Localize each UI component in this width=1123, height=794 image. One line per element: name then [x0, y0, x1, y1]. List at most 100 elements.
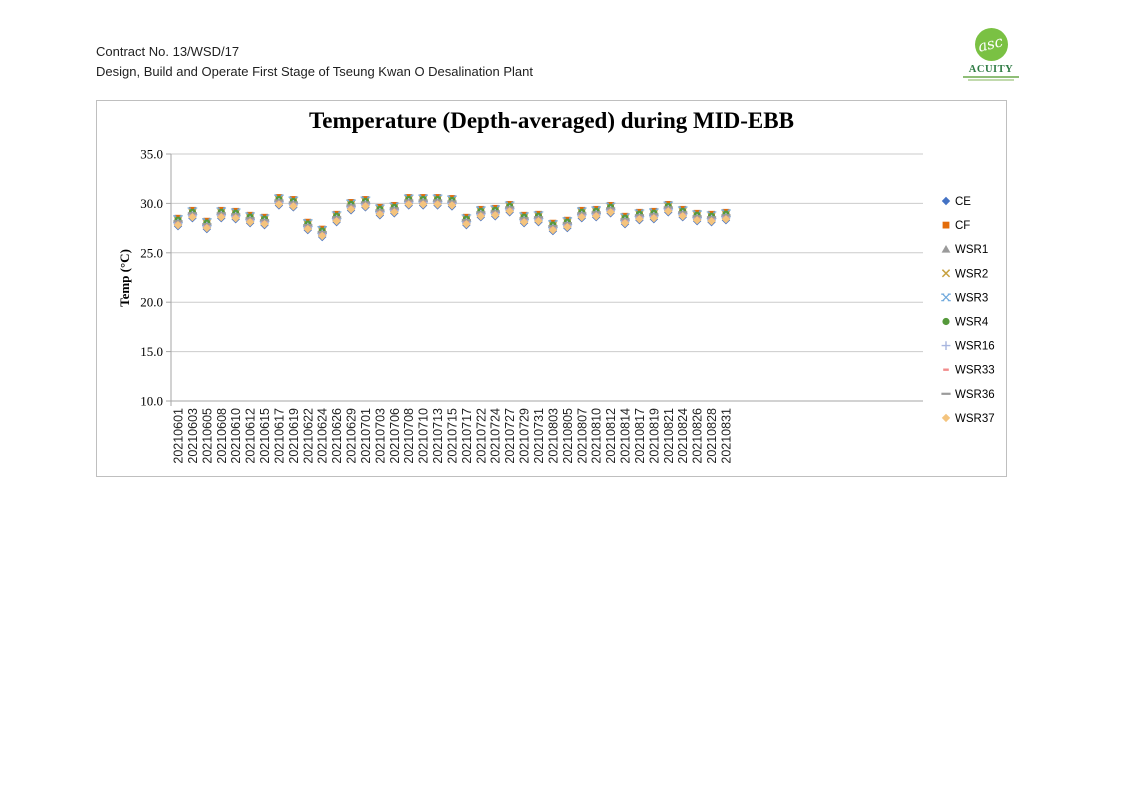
x-tick-label: 20210624 [316, 408, 330, 464]
legend-label: WSR4 [955, 317, 989, 329]
x-tick-label: 20210626 [330, 408, 344, 464]
x-tick-label: 20210629 [345, 408, 359, 464]
data-point-x-serif [941, 293, 951, 302]
x-tick-label: 20210615 [258, 408, 272, 464]
plot-area: 10.0 15.0 20.0 25.0 30.0 35.0 20210601 20210603… [140, 147, 995, 464]
logo-monogram: asc [976, 32, 1006, 56]
x-tick-label: 20210619 [287, 408, 301, 464]
data-point-diamond [941, 196, 951, 206]
x-tick-label: 20210601 [172, 408, 186, 464]
acuity-logo: asc ACUITY [958, 28, 1024, 81]
x-tick-label: 20210617 [272, 408, 286, 464]
x-tick-label: 20210727 [503, 408, 517, 464]
data-point-diamond [289, 202, 298, 211]
legend-label: CE [955, 196, 971, 208]
legend-label: WSR36 [955, 389, 995, 401]
x-tick-label: 20210713 [431, 408, 445, 464]
legend-label: WSR2 [955, 268, 988, 280]
data-point-diamond [491, 211, 500, 220]
x-tick-label: 20210603 [186, 408, 200, 464]
data-point-plus [941, 341, 951, 350]
x-tick-label: 20210710 [417, 408, 431, 464]
logo-tagline-bar [963, 76, 1019, 78]
data-point-diamond [476, 212, 486, 221]
x-tick-label: 20210703 [373, 408, 387, 464]
y-tick-label: 25.0 [140, 245, 163, 260]
legend-label: WSR37 [955, 413, 995, 425]
data-point-diamond [173, 220, 183, 230]
data-point-diamond [274, 200, 284, 209]
x-tick-label: 20210826 [691, 408, 705, 464]
x-tick-label: 20210622 [301, 408, 315, 464]
document-header: Contract No. 13/WSD/17 Design, Build and… [96, 42, 533, 82]
data-point-diamond [332, 216, 341, 226]
x-tick-label: 20210717 [460, 408, 474, 464]
temperature-chart: Temperature (Depth-averaged) during MID-… [96, 100, 1007, 477]
data-point-diamond [231, 214, 240, 223]
x-tick-label: 20210610 [229, 408, 243, 464]
logo-name: ACUITY [968, 64, 1014, 75]
data-point-diamond [606, 208, 615, 217]
data-point-diamond [678, 212, 687, 221]
x-tick-label: 20210824 [676, 408, 690, 464]
y-axis-title: Temp (°C) [117, 249, 132, 307]
x-tick-label: 20210817 [633, 408, 647, 464]
data-point-diamond [635, 215, 644, 224]
chart-title: Temperature (Depth-averaged) during MID-… [309, 108, 794, 133]
x-tick-label: 20210807 [575, 408, 589, 464]
data-point-diamond [721, 215, 731, 224]
legend-label: WSR16 [955, 341, 995, 353]
data-point-diamond [941, 413, 951, 423]
data-point-diamond [692, 215, 702, 225]
legend-label: WSR33 [955, 365, 995, 377]
data-point-diamond [577, 213, 586, 222]
data-point-diamond [534, 216, 543, 226]
x-tick-label: 20210715 [445, 408, 459, 464]
data-point-diamond [390, 208, 399, 217]
y-tick-label: 10.0 [140, 394, 163, 409]
x-tick-label: 20210608 [215, 408, 229, 464]
x-tick-label: 20210821 [662, 408, 676, 464]
x-tick-label: 20210731 [532, 408, 546, 464]
data-point-diamond [620, 218, 630, 228]
data-point-diamond [375, 210, 385, 219]
data-point-triangle [941, 245, 951, 253]
x-tick-label: 20210828 [705, 408, 719, 464]
data-point-diamond [217, 213, 226, 222]
data-point-diamond [462, 219, 471, 229]
x-tick-label: 20210722 [474, 408, 488, 464]
data-point-diamond [202, 223, 212, 233]
x-tick-label: 20210803 [546, 408, 560, 464]
data-point-square [942, 221, 950, 229]
data-point-diamond [318, 231, 327, 241]
x-tick-label: 20210812 [604, 408, 618, 464]
x-tick-label: 20210605 [200, 408, 214, 464]
x-tick-label: 20210708 [402, 408, 416, 464]
data-point-diamond [664, 207, 673, 216]
contract-number: Contract No. 13/WSD/17 [96, 44, 240, 59]
project-title: Design, Build and Operate First Stage of… [96, 64, 533, 79]
x-tick-label: 20210701 [359, 408, 373, 464]
y-tick-label: 30.0 [140, 196, 163, 211]
y-tick-label: 35.0 [140, 147, 163, 162]
data-point-diamond [260, 219, 269, 229]
x-tick-label: 20210612 [244, 408, 258, 464]
data-point-diamond [505, 207, 514, 216]
legend-label: CF [955, 220, 970, 232]
x-tick-label: 20210805 [561, 408, 575, 464]
legend-label: WSR3 [955, 292, 988, 304]
logo-circle-icon: asc [974, 28, 1008, 61]
x-tick-label: 20210814 [619, 408, 633, 464]
legend-label: WSR1 [955, 244, 988, 256]
x-tick-label: 20210729 [518, 408, 532, 464]
x-tick-label: 20210706 [388, 408, 402, 464]
data-point-circle [942, 317, 950, 326]
data-point-diamond [303, 224, 312, 234]
data-point-diamond [649, 214, 659, 223]
data-point-diamond [245, 217, 255, 227]
data-point-diamond [447, 201, 457, 210]
y-tick-label: 15.0 [140, 344, 163, 359]
y-tick-label: 20.0 [140, 295, 163, 310]
x-tick-label: 20210819 [647, 408, 661, 464]
